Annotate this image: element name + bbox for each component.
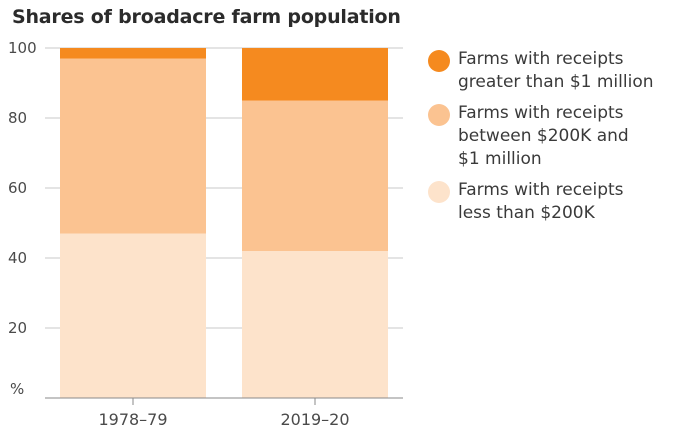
chart-legend: Farms with receipts greater than $1 mill… xyxy=(428,48,680,233)
legend-item-high: Farms with receipts greater than $1 mill… xyxy=(428,48,680,94)
legend-swatch-high xyxy=(428,50,450,72)
y-tick-label-60: 60 xyxy=(8,179,27,197)
bar-segment-0-2 xyxy=(60,48,206,59)
legend-swatch-low xyxy=(428,181,450,203)
legend-label-mid: Farms with receipts between $200K and $1… xyxy=(458,103,629,169)
legend-label-high: Farms with receipts greater than $1 mill… xyxy=(458,49,654,92)
legend-swatch-mid xyxy=(428,104,450,126)
bar-segment-1-1 xyxy=(242,100,388,251)
y-tick-label-80: 80 xyxy=(8,109,27,127)
legend-item-low: Farms with receipts less than $200K xyxy=(428,179,680,225)
bar-segment-0-0 xyxy=(60,233,206,398)
bar-segment-1-2 xyxy=(242,48,388,101)
y-tick-label-20: 20 xyxy=(8,319,27,337)
chart-title: Shares of broadacre farm population xyxy=(12,6,401,28)
y-tick-label-40: 40 xyxy=(8,249,27,267)
legend-item-mid: Farms with receipts between $200K and $1… xyxy=(428,102,680,171)
legend-label-low: Farms with receipts less than $200K xyxy=(458,180,624,223)
x-tick-label-0: 1978–79 xyxy=(98,410,167,429)
x-tick-label-1: 2019–20 xyxy=(280,410,349,429)
y-axis-unit-label: % xyxy=(10,380,24,398)
bar-segment-0-1 xyxy=(60,58,206,234)
bar-segment-1-0 xyxy=(242,251,388,398)
y-tick-label-100: 100 xyxy=(8,39,37,57)
